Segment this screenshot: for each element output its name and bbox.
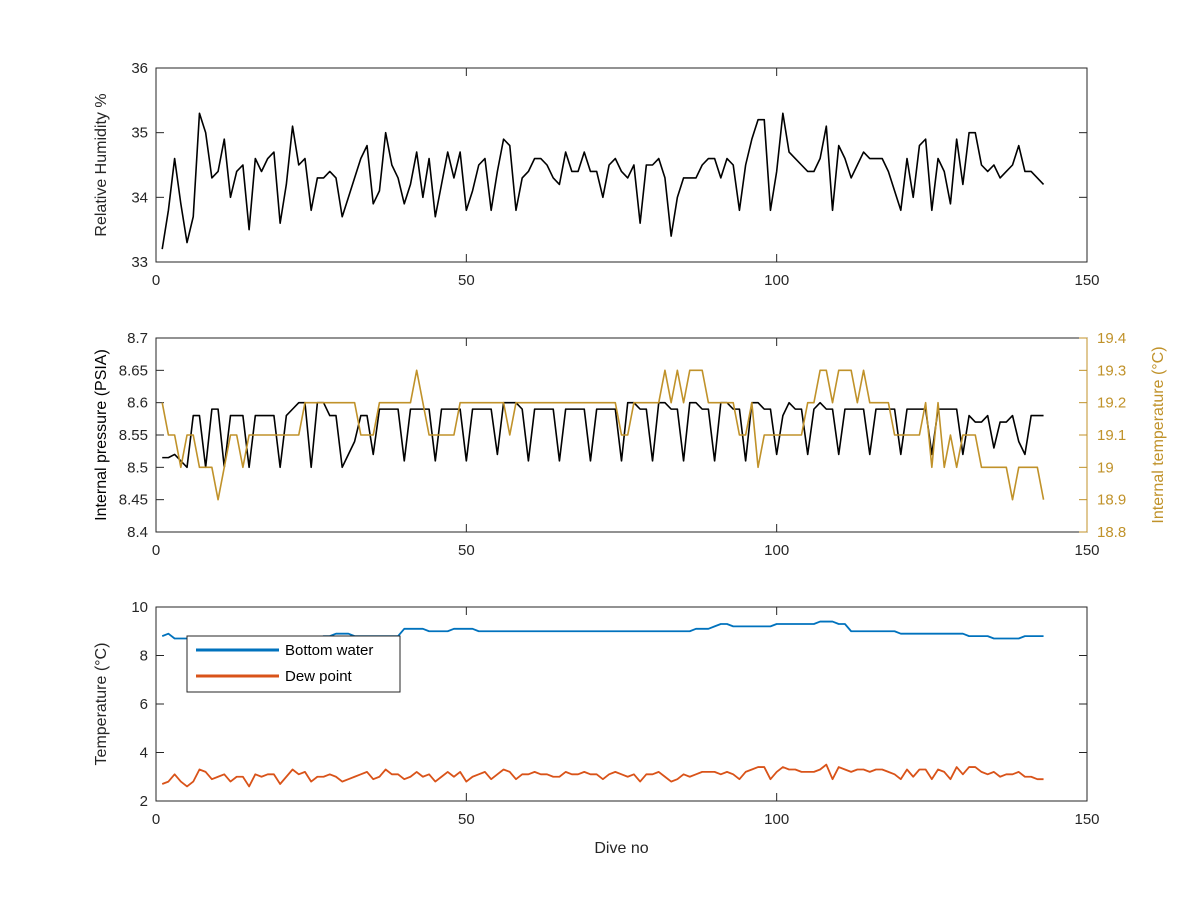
legend: Bottom water Dew point	[186, 635, 401, 693]
x-axis-label: Dive no	[594, 840, 648, 857]
y-tick-label: 6	[140, 696, 148, 713]
x-tick-label: 0	[152, 811, 160, 828]
y2-tick-label: 19	[1097, 459, 1114, 476]
x-tick-label: 100	[764, 811, 789, 828]
x-tick-label: 100	[764, 272, 789, 289]
x-tick-label: 50	[458, 272, 475, 289]
x-tick-label: 150	[1074, 811, 1099, 828]
x-tick-label: 50	[458, 811, 475, 828]
plot-area	[155, 67, 1088, 263]
legend-box	[186, 635, 401, 693]
y-tick-label: 8.4	[127, 524, 148, 541]
y2-tick-label: 19.3	[1097, 362, 1126, 379]
y2-tick-label: 18.8	[1097, 524, 1126, 541]
x-tick-label: 100	[764, 542, 789, 559]
y-tick-label: 8.6	[127, 395, 148, 412]
series-line-internal-temperature	[161, 369, 1045, 501]
panel-middle: 0 50 100 150 8.4 8.45 8.5 8.55 8.6 8.65 8.7 18.8 18.…	[93, 330, 1167, 559]
y2-axis-label: Internal temperature (°C)	[1150, 346, 1167, 523]
series-line-relative-humidity	[161, 112, 1045, 250]
panel-top: 0 50 100 150 33 34 35 36 Relative Humidity %	[93, 60, 1100, 289]
y-tick-label: 4	[140, 745, 148, 762]
y-tick-label: 8.65	[119, 362, 148, 379]
x-tick-label: 0	[152, 272, 160, 289]
y-tick-label: 10	[131, 599, 148, 616]
x-tick-label: 150	[1074, 272, 1099, 289]
y-tick-label: 33	[131, 254, 148, 271]
y-tick-label: 36	[131, 60, 148, 77]
y-tick-label: 8.7	[127, 330, 148, 347]
series-line-dew-point	[161, 763, 1044, 788]
y2-tick-label: 18.9	[1097, 492, 1126, 509]
y-tick-label: 34	[131, 189, 148, 206]
legend-label: Bottom water	[285, 642, 373, 659]
legend-label: Dew point	[285, 668, 353, 685]
x-tick-label: 150	[1074, 542, 1099, 559]
y-tick-label: 35	[131, 125, 148, 142]
y2-tick-label: 19.4	[1097, 330, 1126, 347]
y-tick-label: 2	[140, 793, 148, 810]
y-tick-label: 8	[140, 648, 148, 665]
y2-tick-label: 19.1	[1097, 427, 1126, 444]
y-tick-label: 8.45	[119, 492, 148, 509]
x-tick-label: 0	[152, 542, 160, 559]
x-tick-label: 50	[458, 542, 475, 559]
y-tick-label: 8.5	[127, 459, 148, 476]
y-axis-label: Temperature (°C)	[93, 643, 110, 766]
y2-tick-label: 19.2	[1097, 395, 1126, 412]
y-tick-label: 8.55	[119, 427, 148, 444]
series-line-internal-pressure	[162, 401, 1044, 469]
y-axis-label: Internal pressure (PSIA)	[93, 349, 110, 521]
y-axis-label: Relative Humidity %	[93, 93, 110, 236]
panel-bottom: 0 50 100 150 2 4 6 8 10 Temperature (°C) Dive no Bo…	[93, 599, 1100, 857]
